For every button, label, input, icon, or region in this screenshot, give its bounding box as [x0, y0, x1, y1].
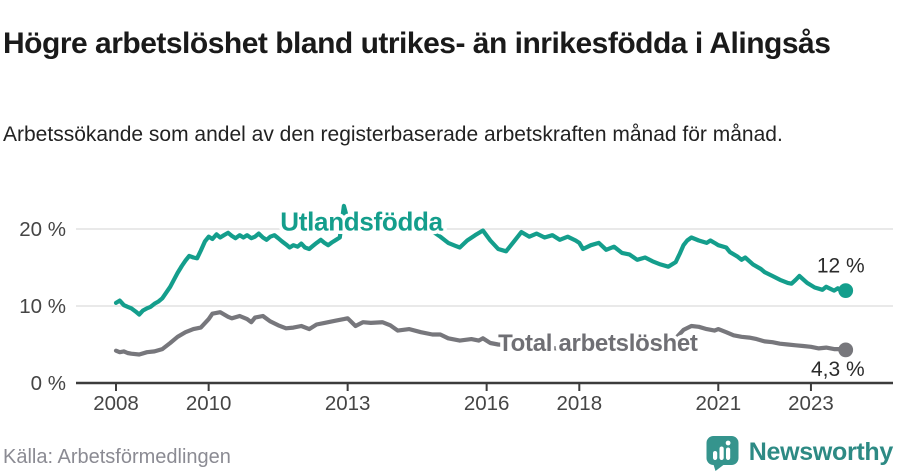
- page-title: Högre arbetslöshet bland utrikes- än inr…: [3, 27, 831, 61]
- series-line-total-arbetsl-shet: [113, 310, 848, 357]
- series-end-dot-utlandsf-dda: [838, 283, 854, 298]
- x-tick-label: 2013: [325, 392, 371, 415]
- series-end-value-utlandsf-dda: 12 %: [817, 255, 865, 278]
- brand-name: Newsworthy: [748, 438, 894, 466]
- line-chart: 2008 2010 2013 2016 2018 2021 2023 0 % 10 % 20 % U…: [0, 186, 900, 424]
- y-tick-label: 10 %: [19, 295, 66, 318]
- x-tick-label: 2016: [464, 392, 510, 415]
- series-end-value-total-arbetsl-shet: 4,3 %: [811, 358, 865, 381]
- newsworthy-logo: Newsworthy: [705, 434, 893, 471]
- newsworthy-pin-barchart-icon: [706, 436, 739, 471]
- x-tick-label: 2023: [788, 392, 834, 415]
- x-tick-label: 2008: [93, 392, 139, 415]
- x-tick-label: 2010: [186, 392, 232, 415]
- series-label-total-arbetsl-shet: Total arbetslöshet: [498, 330, 698, 357]
- series-label-utlandsf-dda: Utlandsfödda: [280, 207, 443, 237]
- series-end-dot-total-arbetsl-shet: [838, 342, 854, 358]
- y-tick-label: 0 %: [31, 372, 66, 395]
- y-tick-label: 20 %: [19, 218, 66, 241]
- series-line-utlandsf-dda: [113, 203, 848, 317]
- chart-canvas: 2008 2010 2013 2016 2018 2021 2023 0 % 10 % 20 % U…: [19, 203, 893, 415]
- x-tick-label: 2021: [695, 392, 741, 415]
- chart-subtitle: Arbetssökande som andel av den registerb…: [3, 123, 783, 146]
- source-note: Källa: Arbetsförmedlingen: [3, 446, 231, 468]
- x-tick-label: 2018: [556, 392, 602, 415]
